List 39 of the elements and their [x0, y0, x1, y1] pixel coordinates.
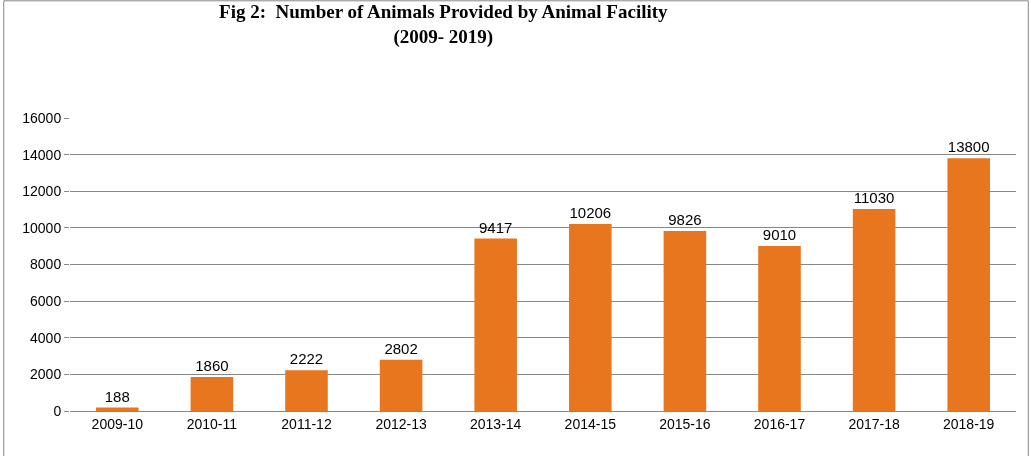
data-label: 2222	[289, 350, 324, 368]
x-tick-label: 2011-12	[281, 415, 332, 432]
data-label: 1860	[195, 356, 229, 374]
y-tick-label: 6000	[30, 293, 62, 310]
bar	[758, 246, 801, 411]
data-label: 9010	[762, 226, 797, 243]
data-label: 2802	[384, 339, 418, 357]
bar	[947, 158, 990, 411]
y-tick-label: 16000	[22, 109, 62, 126]
data-label: 10206	[569, 204, 612, 222]
data-label: 188	[104, 387, 130, 405]
data-label: 13800	[947, 138, 990, 156]
y-tick-label: 14000	[22, 146, 62, 163]
chart-title: Fig 2: Number of Animals Provided by Animal Facility (2009- 2019)	[219, 1, 669, 48]
x-tick-label: 2014-15	[564, 415, 617, 432]
bar	[190, 376, 234, 411]
bar	[474, 238, 517, 411]
x-tick-label: 2010-11	[186, 415, 238, 432]
y-tick-label: 2000	[30, 366, 62, 383]
x-tick-label: 2009-10	[91, 415, 144, 432]
x-tick-label: 2015-16	[659, 415, 711, 432]
x-tick-label: 2013-14	[470, 415, 522, 432]
x-tick-label: 2012-13	[375, 415, 427, 432]
bar	[663, 231, 707, 411]
y-tick-label: 8000	[30, 256, 62, 273]
y-tick-label: 4000	[30, 329, 62, 346]
y-tick-label: 0	[53, 402, 62, 419]
y-tick-label: 12000	[22, 183, 62, 200]
y-tick-label: 10000	[22, 219, 62, 236]
x-tick-label: 2018-19	[943, 415, 995, 432]
bar	[285, 370, 328, 411]
bar	[379, 359, 423, 411]
x-tick-label: 2016-17	[753, 415, 806, 432]
bar	[569, 224, 612, 411]
data-label: 9826	[668, 211, 702, 229]
bar	[852, 209, 896, 411]
x-tick-label: 2017-18	[848, 415, 900, 432]
data-label: 9417	[479, 218, 513, 236]
data-label: 11030	[853, 189, 895, 207]
